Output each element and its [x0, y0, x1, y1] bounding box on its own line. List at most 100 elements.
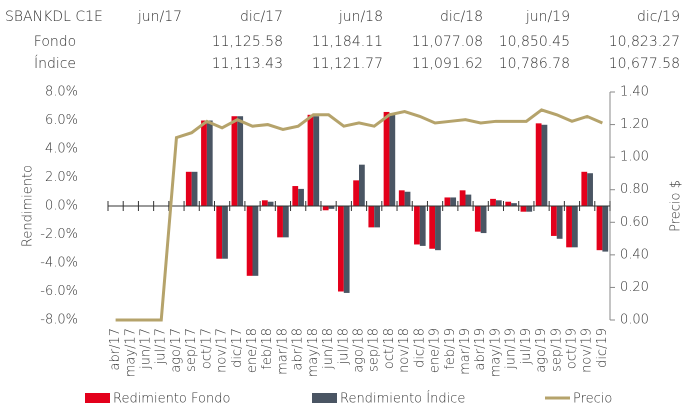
bar: [307, 114, 314, 206]
x-tick-label: abr/18: [291, 328, 306, 371]
bar: [474, 206, 481, 232]
x-tick-label: may/19: [488, 328, 503, 377]
bar: [246, 206, 253, 276]
bar: [435, 206, 441, 251]
bar: [587, 173, 593, 206]
legend-label: Rendimiento Índice: [340, 391, 465, 407]
x-tick-label: dic/17: [230, 328, 245, 368]
bar: [556, 206, 563, 239]
bar: [511, 203, 517, 206]
table-cell: 10,850.45: [499, 34, 570, 50]
bar: [490, 198, 496, 206]
table-header: jun/17: [137, 9, 182, 25]
bar: [261, 200, 268, 206]
y2-tick-label: 0.60: [620, 215, 649, 230]
table-header: dic/19: [637, 9, 680, 25]
bar: [450, 197, 457, 206]
bar: [520, 206, 527, 212]
bar: [231, 116, 238, 206]
bar: [535, 123, 542, 206]
bar: [338, 206, 344, 292]
x-tick-label: sep/18: [367, 328, 382, 372]
table-cell: 10,823.27: [609, 34, 680, 50]
bar: [298, 188, 304, 206]
y2-tick-label: 1.20: [620, 117, 649, 132]
y2-tick-label: 0.20: [620, 280, 649, 295]
bar: [566, 206, 572, 248]
y-tick-label: 0.0%: [45, 199, 78, 214]
x-tick-label: ago/18: [352, 328, 367, 373]
bar: [541, 124, 548, 206]
bar: [359, 164, 365, 206]
legend-label: Precio: [573, 392, 612, 407]
x-tick-label: oct/19: [564, 328, 579, 369]
y-tick-label: 8.0%: [45, 85, 78, 100]
table-cell: 11,113.43: [212, 56, 283, 72]
bar: [505, 201, 512, 206]
y2-axis-label: Precio $: [669, 180, 684, 232]
bar: [343, 206, 350, 293]
table-cell: 11,077.08: [412, 34, 483, 50]
table-cell: 10,677.58: [609, 56, 680, 72]
bar: [185, 171, 192, 206]
bar: [419, 206, 426, 246]
x-tick-label: dic/19: [595, 328, 610, 368]
bar: [313, 116, 320, 206]
bar: [322, 206, 329, 211]
x-tick-label: mar/19: [458, 328, 473, 375]
x-tick-label: ene/19: [428, 328, 443, 373]
line: [115, 108, 603, 322]
x-tick-label: jun/19: [504, 328, 519, 370]
x-tick-label: may/18: [306, 328, 321, 377]
bar: [374, 206, 380, 228]
bar: [201, 120, 207, 206]
bar: [252, 206, 259, 276]
x-tick-label: nov/19: [580, 328, 595, 373]
x-tick-label: jun/17: [139, 328, 154, 370]
x-tick-label: may/17: [123, 328, 138, 377]
bar: [267, 201, 274, 206]
table-cell: 11,125.58: [212, 34, 283, 50]
y2-tick-label: 1.40: [620, 85, 649, 100]
bar: [292, 186, 299, 206]
bar: [550, 206, 557, 236]
bar: [328, 206, 335, 209]
bar: [465, 194, 472, 206]
y-tick-label: 6.0%: [45, 113, 78, 128]
bar: [191, 171, 198, 206]
bar: [596, 206, 603, 251]
x-tick-label: sep/17: [184, 328, 199, 372]
legend-swatch: [312, 393, 337, 403]
table-cell: 11,121.77: [312, 56, 383, 72]
bar: [429, 206, 436, 249]
x-tick-label: ago/19: [534, 328, 549, 373]
x-tick-label: mar/18: [275, 328, 290, 375]
y-axis-label: Rendimiento: [21, 165, 36, 247]
x-tick-label: jun/18: [321, 328, 336, 370]
bar: [383, 111, 390, 206]
bar: [206, 120, 213, 206]
y-tick-label: 2.0%: [45, 170, 78, 185]
x-tick-label: feb/18: [260, 328, 275, 370]
bar: [526, 206, 533, 212]
table-header: jun/18: [338, 9, 383, 25]
x-tick-label: sep/19: [549, 328, 564, 372]
x-tick-label: nov/18: [397, 328, 412, 373]
table-header: dic/17: [240, 9, 283, 25]
bar: [277, 206, 283, 238]
bar: [495, 200, 502, 206]
y-tick-label: -4.0%: [40, 256, 78, 271]
x-tick-label: feb/19: [443, 328, 458, 370]
table-cell: 10,786.78: [499, 56, 570, 72]
x-tick-label: nov/17: [215, 328, 230, 373]
y-tick-label: 4.0%: [45, 142, 78, 157]
bar: [353, 180, 359, 206]
x-tick-label: jul/19: [519, 328, 534, 365]
y2-tick-label: 0.80: [620, 182, 649, 197]
bar: [480, 206, 487, 234]
bar: [237, 116, 244, 206]
bar: [398, 190, 405, 206]
table-header: jun/19: [525, 9, 570, 25]
row-label: Fondo: [34, 34, 76, 50]
table-header: dic/18: [440, 9, 483, 25]
